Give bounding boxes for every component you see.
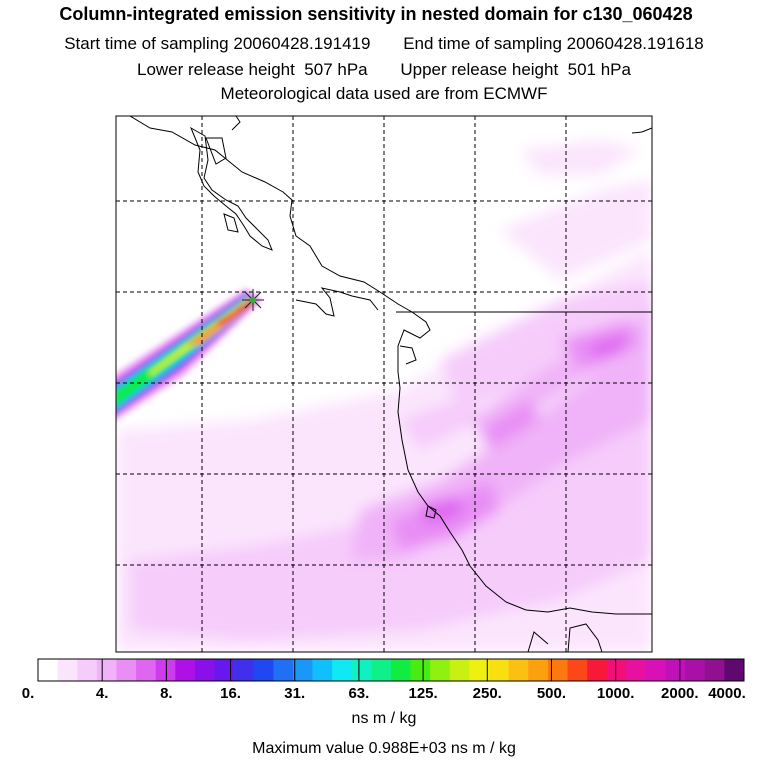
colorbar-segment [312,659,333,681]
colorbar-segment [234,659,255,681]
release-point-star [242,289,264,311]
colorbar [37,658,745,682]
colorbar-segment [96,659,117,681]
colorbar-segment [38,659,58,681]
colorbar-segment [508,659,529,681]
colorbar-tick-label: 31. [284,685,305,702]
colorbar-segment [391,659,411,681]
colorbar-segment [547,659,568,681]
colorbar-segment [665,659,686,681]
colorbar-segment [685,659,706,681]
colorbar-segment [175,659,196,681]
colorbar-segment [116,659,137,681]
colorbar-tick-label: 0. [22,685,35,702]
end-time-label: End time of sampling [403,34,562,53]
colorbar-tick-label: 500. [537,685,566,702]
sensitivity-field [116,140,652,652]
colorbar-tick-label: 250. [473,685,502,702]
colorbar-units: ns m / kg [351,710,417,727]
coastlines [116,116,652,652]
upper-height-value: 501 hPa [567,60,631,79]
met-data-note: Meteorological data used are from ECMWF [220,84,548,103]
colorbar-segment [371,659,392,681]
colorbar-tick-label: 2000. [661,685,699,702]
colorbar-tick-label: 4000. [708,685,746,702]
colorbar-segment [273,659,294,681]
colorbar-segment [410,659,431,681]
colorbar-segment [704,659,725,681]
colorbar-outline [37,658,745,682]
colorbar-tick-label: 1000. [597,685,635,702]
colorbar-segment [587,659,608,681]
map-frame [115,115,653,653]
colorbar-segment [430,659,451,681]
plot-title: Column-integrated emission sensitivity i… [59,4,693,24]
colorbar-segment [645,659,666,681]
colorbar-segment [57,659,78,681]
colorbar-segment [724,659,745,681]
colorbar-tick-label: 125. [408,685,437,702]
maximum-value: Maximum value 0.988E+03 ns m / kg [252,740,516,757]
colorbar-segment [449,659,470,681]
map-field [116,116,652,652]
colorbar-segment [194,659,215,681]
start-time-label: Start time of sampling [64,34,229,53]
colorbar-tick-label: 16. [220,685,241,702]
graticule [116,116,652,652]
colorbar-tick-label: 63. [348,685,369,702]
colorbar-segment [136,659,156,681]
plume [116,288,262,421]
colorbar-segment [214,659,235,681]
start-time-value: 20060428.191419 [233,34,371,53]
lower-height-value: 507 hPa [304,60,368,79]
colorbar-tick-labels: 0. 4. 8. 16. 31. 63. 125. 250. 500. 1000. 2000. 400… [22,685,746,702]
colorbar-segment [606,659,627,681]
colorbar-segment [332,659,353,681]
sampling-times: Start time of sampling 20060428.191419 E… [0,34,768,54]
lower-height-label: Lower release height [137,60,295,79]
colorbar-tick-label: 8. [160,685,173,702]
colorbar-segment [77,659,98,681]
colorbar-segment [155,659,176,681]
colorbar-segment [292,659,313,681]
colorbar-segment [626,659,647,681]
colorbar-segment [351,659,372,681]
end-time-value: 20060428.191618 [566,34,704,53]
release-heights: Lower release height 507 hPa Upper relea… [0,60,768,80]
colorbar-segment [528,659,549,681]
colorbar-segment [567,659,588,681]
colorbar-segment [489,659,509,681]
colorbar-tick-label: 4. [96,685,109,702]
colorbar-segment [253,659,274,681]
colorbar-segment [469,659,490,681]
upper-height-label: Upper release height [400,60,559,79]
